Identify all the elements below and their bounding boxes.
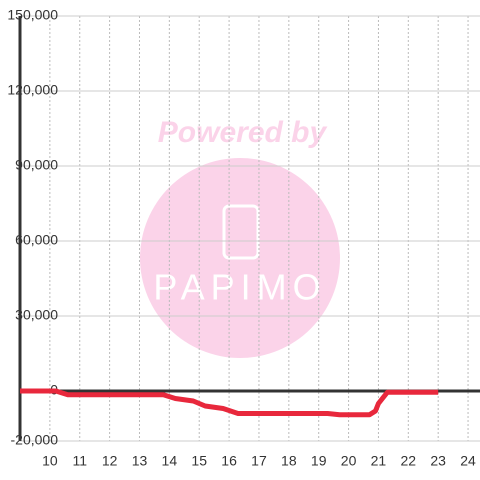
x-tick-label: 23 [430, 453, 446, 469]
x-tick-label: 15 [191, 453, 207, 469]
x-tick-label: 24 [460, 453, 476, 469]
watermark-text: PAPIMO [153, 267, 326, 308]
y-tick-label: 60,000 [15, 232, 58, 248]
y-tick-label: 150,000 [7, 7, 58, 23]
y-tick-label: 30,000 [15, 307, 58, 323]
y-tick-label: 90,000 [15, 157, 58, 173]
data-line [20, 388, 439, 418]
x-tick-label: 22 [401, 453, 417, 469]
x-tick-label: 14 [162, 453, 178, 469]
x-tick-label: 17 [251, 453, 267, 469]
x-tick-label: 11 [72, 453, 87, 469]
x-tick-label: 21 [371, 453, 387, 469]
watermark [140, 158, 340, 358]
x-tick-label: 18 [281, 453, 297, 469]
x-tick-label: 10 [42, 453, 58, 469]
watermark-text: Powered by [158, 116, 328, 149]
x-tick-label: 13 [132, 453, 148, 469]
y-tick-label: -20,000 [11, 432, 59, 448]
x-tick-label: 19 [311, 453, 327, 469]
x-tick-label: 12 [102, 453, 118, 469]
x-tick-label: 20 [341, 453, 357, 469]
watermark-icon [222, 204, 260, 260]
y-tick-label: 120,000 [7, 82, 58, 98]
x-tick-label: 16 [221, 453, 237, 469]
